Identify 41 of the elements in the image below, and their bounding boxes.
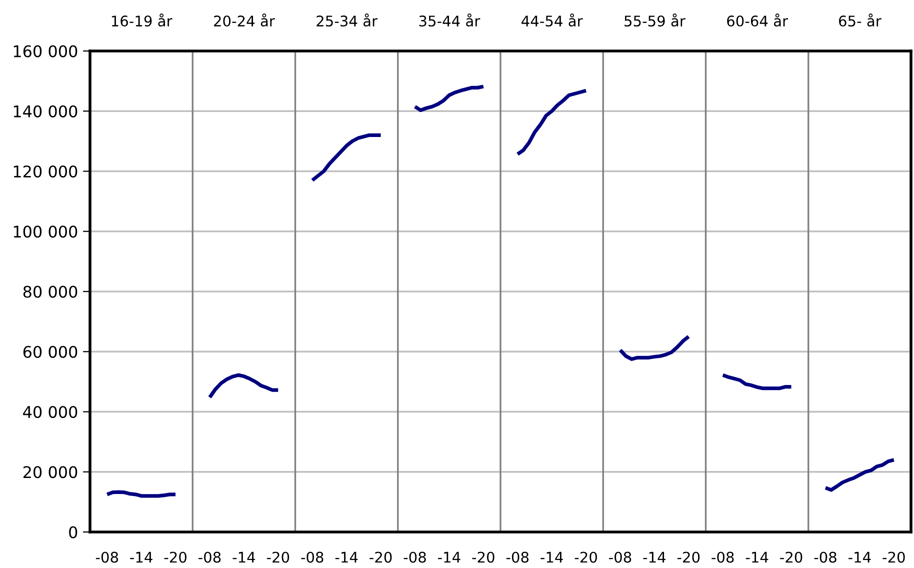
x-tick-label: -20 xyxy=(780,552,802,563)
text: 55-59 år xyxy=(624,14,686,27)
text: 60-64 år xyxy=(727,14,788,27)
x-tick-label: -20 xyxy=(266,552,290,563)
text: 35-44 år xyxy=(419,14,480,27)
y-tick-label: 60 000 xyxy=(23,346,78,358)
x-tick-label: -14 xyxy=(130,552,152,563)
x-tick-label: -20 xyxy=(472,552,494,563)
text: 44-54 år xyxy=(522,14,583,27)
x-tick-label: -14 xyxy=(232,552,256,563)
x-tick-label: -08 xyxy=(814,552,836,563)
x-tick-label: -08 xyxy=(506,552,529,563)
y-tick-label: 80 000 xyxy=(23,286,78,298)
y-tick-label: 140 000 xyxy=(14,105,78,118)
text: 16-19 år xyxy=(112,14,172,27)
text: 25-34 år xyxy=(316,14,378,27)
y-tick-label: 20 000 xyxy=(23,466,78,478)
x-tick-label: -08 xyxy=(198,552,221,563)
x-tick-label: -20 xyxy=(574,552,597,563)
y-tick-label: 40 000 xyxy=(23,406,78,418)
text: 65- år xyxy=(839,14,882,27)
x-tick-label: -14 xyxy=(335,552,358,563)
y-tick-label: 100 000 xyxy=(14,226,78,238)
x-tick-label: -14 xyxy=(643,552,666,563)
x-tick-label: -20 xyxy=(370,552,392,563)
x-tick-label: -08 xyxy=(301,552,324,563)
x-tick-label: -08 xyxy=(609,552,632,563)
x-tick-label: -14 xyxy=(848,552,871,563)
x-tick-label: -20 xyxy=(677,552,700,563)
x-tick-label: -08 xyxy=(712,552,734,563)
text: 20-24 år xyxy=(214,14,275,27)
y-tick-label: 0 xyxy=(69,526,78,538)
x-tick-label: -20 xyxy=(882,552,905,563)
y-tick-label: 160 000 xyxy=(14,45,78,58)
x-tick-label: -20 xyxy=(164,552,186,563)
x-tick-label: -14 xyxy=(746,552,768,563)
y-tick-label: 120 000 xyxy=(14,165,78,178)
x-tick-label: -08 xyxy=(404,552,426,563)
x-tick-label: -08 xyxy=(96,552,118,563)
x-tick-label: -14 xyxy=(540,552,563,563)
x-tick-label: -14 xyxy=(438,552,460,563)
